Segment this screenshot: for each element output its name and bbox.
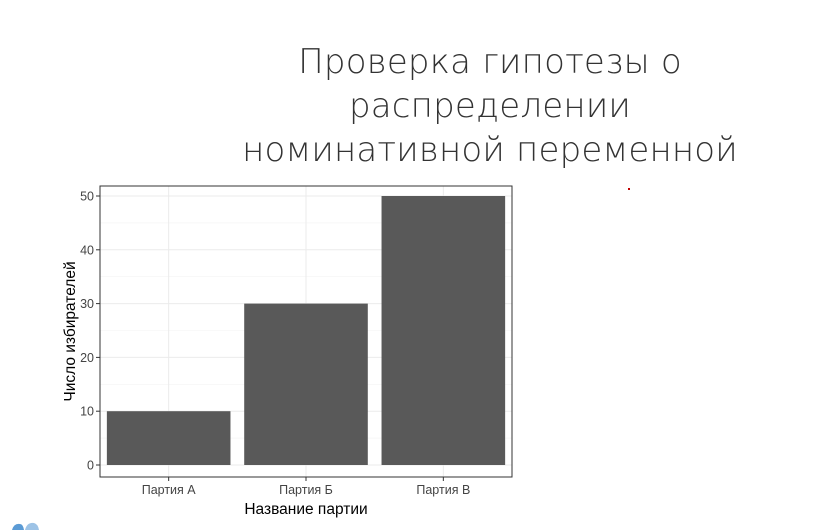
bar bbox=[106, 411, 231, 465]
slide-title-line-1: Проверка гипотезы о распределении bbox=[298, 42, 682, 126]
bar bbox=[381, 196, 506, 465]
x-tick-label: Партия В bbox=[416, 483, 470, 497]
x-tick-label: Партия Б bbox=[279, 483, 333, 497]
y-tick-label: 40 bbox=[80, 243, 94, 257]
y-tick-label: 50 bbox=[80, 190, 94, 204]
accent-dot bbox=[628, 188, 630, 190]
y-tick-label: 10 bbox=[80, 405, 94, 419]
y-tick-label: 30 bbox=[80, 297, 94, 311]
y-tick-label: 20 bbox=[80, 351, 94, 365]
x-axis-label: Название партии bbox=[244, 501, 367, 518]
x-tick-label: Партия А bbox=[142, 483, 197, 497]
y-axis-label: Число избирателей bbox=[62, 261, 79, 401]
bar bbox=[244, 303, 368, 465]
tick-layer: 0 10 20 30 40 50 Партия А Партия Б Партия В bbox=[80, 190, 470, 498]
bar-layer bbox=[106, 196, 506, 465]
slide-title: Проверка гипотезы о распределении номина… bbox=[160, 40, 820, 172]
y-tick-label: 0 bbox=[87, 459, 94, 473]
slide-title-line-2: номинативной переменной bbox=[242, 130, 738, 170]
logo-fragment-icon bbox=[12, 522, 39, 530]
